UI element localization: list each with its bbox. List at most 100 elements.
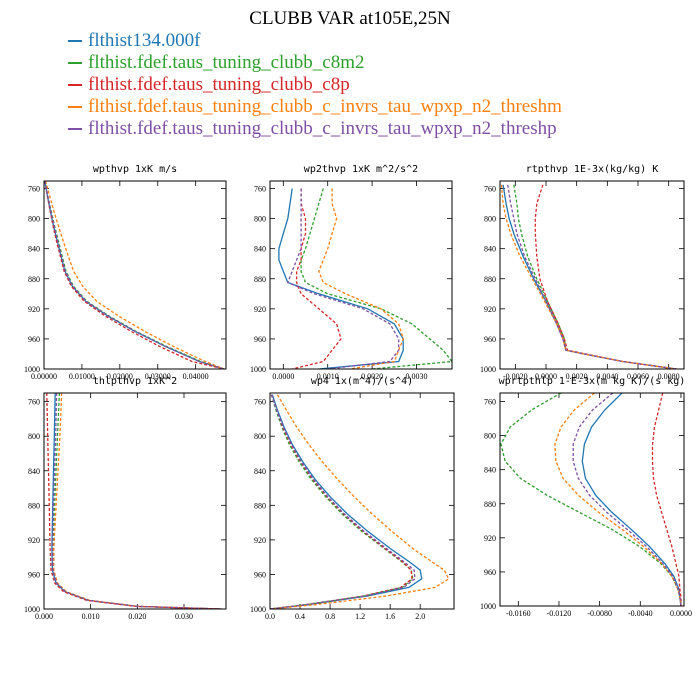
series-line: [278, 188, 404, 369]
x-tick-label: 0.0020: [566, 372, 588, 381]
y-tick-label: 760: [28, 398, 40, 407]
x-tick-label: 0.000: [35, 612, 53, 621]
series-line: [507, 184, 677, 369]
y-tick-label: 1000: [250, 605, 266, 614]
chart-panel: wprtpthlp 1-E-3x(m kg K)/(s kg) 760 800 840…: [480, 376, 692, 618]
y-tick-label: 1000: [24, 365, 40, 374]
series-line: [500, 393, 682, 606]
y-tick-label: 920: [484, 534, 496, 543]
y-tick-label: 880: [254, 501, 266, 510]
panel-title: rtpthvp 1E-3x(kg/kg) K: [526, 164, 658, 175]
series-line: [44, 181, 225, 369]
y-tick-label: 960: [484, 335, 496, 344]
y-tick-label: 920: [254, 305, 266, 314]
plot-frame: [43, 392, 227, 610]
x-tick-label: 0.01000: [69, 372, 95, 381]
y-tick-label: 760: [484, 398, 496, 407]
y-tick-label: 1000: [480, 602, 496, 611]
figure-title: CLUBB VAR at105E,25N: [249, 8, 451, 29]
y-tick-label: 800: [254, 215, 266, 224]
chart-panel: rtpthvp 1E-3x(kg/kg) K 760 800 840 880 920 960…: [480, 164, 685, 381]
series-line: [44, 181, 225, 369]
y-tick-label: 1000: [480, 365, 496, 374]
x-tick-label: 0.0040: [596, 372, 618, 381]
series-line: [53, 393, 222, 609]
series-line: [46, 393, 222, 609]
y-tick-label: 880: [28, 275, 40, 284]
legend-item: flthist.fdef.taus_tuning_clubb_c_invrs_t…: [68, 118, 562, 140]
x-tick-label: 2.0: [415, 612, 425, 621]
y-tick-label: 920: [484, 305, 496, 314]
y-tick-label: 880: [254, 275, 266, 284]
series-line: [270, 394, 450, 609]
x-tick-label: 0.4: [295, 612, 305, 621]
legend-swatch: [68, 62, 82, 64]
y-tick-label: 840: [28, 467, 40, 476]
series-group: [278, 188, 452, 369]
legend-swatch: [68, 84, 82, 86]
x-tick-label: 0.0020: [361, 372, 383, 381]
x-tick-label: 0.0080: [658, 372, 680, 381]
panel-title: thlpthvp 1xK^2: [93, 376, 177, 387]
legend-label: flthist134.000f: [88, 30, 201, 51]
series-group: [44, 181, 225, 369]
y-tick-label: 880: [484, 275, 496, 284]
x-tick-label: 1.6: [385, 612, 395, 621]
series-line: [51, 393, 222, 609]
y-tick-label: 840: [254, 245, 266, 254]
panel-title: wp4 1x(m^4)/(s^4): [311, 376, 413, 387]
x-tick-label: 0.010: [82, 612, 100, 621]
plot-frame: [499, 180, 685, 370]
series-line: [292, 188, 342, 369]
plot-frame: [269, 392, 455, 610]
y-tick-label: 960: [28, 570, 40, 579]
legend-item: flthist.fdef.taus_tuning_clubb_c_invrs_t…: [68, 96, 562, 118]
series-line: [502, 184, 677, 369]
plot-frame: [43, 180, 227, 370]
y-tick-label: 1000: [250, 365, 266, 374]
y-tick-label: 800: [254, 432, 266, 441]
x-tick-label: 0.0060: [627, 372, 649, 381]
y-tick-label: 760: [254, 185, 266, 194]
x-tick-label: 1.2: [355, 612, 365, 621]
series-line: [581, 393, 682, 606]
series-line: [44, 181, 225, 369]
y-tick-label: 880: [28, 501, 40, 510]
series-group: [500, 393, 682, 606]
x-tick-label: -0.0080: [587, 609, 612, 618]
y-tick-label: 840: [28, 245, 40, 254]
y-tick-label: 760: [28, 185, 40, 194]
x-tick-label: 0.0000: [272, 372, 294, 381]
y-tick-label: 840: [484, 466, 496, 475]
series-group: [500, 184, 677, 369]
y-tick-label: 1000: [24, 605, 40, 614]
x-tick-label: -0.0160: [506, 609, 531, 618]
y-tick-label: 920: [28, 305, 40, 314]
y-tick-label: 960: [484, 568, 496, 577]
legend-swatch: [68, 106, 82, 108]
x-tick-label: 0.0000: [535, 372, 557, 381]
y-tick-label: 800: [28, 215, 40, 224]
x-tick-label: 0.04000: [183, 372, 209, 381]
series-line: [318, 188, 404, 369]
y-tick-label: 840: [254, 467, 266, 476]
x-tick-label: -0.0120: [547, 609, 572, 618]
y-tick-label: 840: [484, 245, 496, 254]
series-group: [270, 394, 450, 609]
legend-label: flthist.fdef.taus_tuning_clubb_c8m2: [88, 52, 365, 73]
series-line: [300, 188, 452, 369]
legend-label: flthist.fdef.taus_tuning_clubb_c_invrs_t…: [88, 96, 562, 117]
chart-panel: wpthvp 1xK m/s 760 800 840 880 920 960 10000.00…: [24, 164, 227, 381]
x-tick-label: 0.030: [175, 612, 193, 621]
series-line: [270, 394, 413, 609]
plot-frame: [269, 180, 453, 370]
series-line: [500, 184, 677, 369]
y-tick-label: 960: [254, 570, 266, 579]
panel-title: wp2thvp 1xK m^2/s^2: [304, 164, 418, 175]
legend: flthist134.000f flthist.fdef.taus_tuning…: [68, 30, 562, 140]
legend-swatch: [68, 128, 82, 130]
x-tick-label: 0.00000: [31, 372, 57, 381]
y-tick-label: 800: [28, 432, 40, 441]
y-tick-label: 960: [28, 335, 40, 344]
